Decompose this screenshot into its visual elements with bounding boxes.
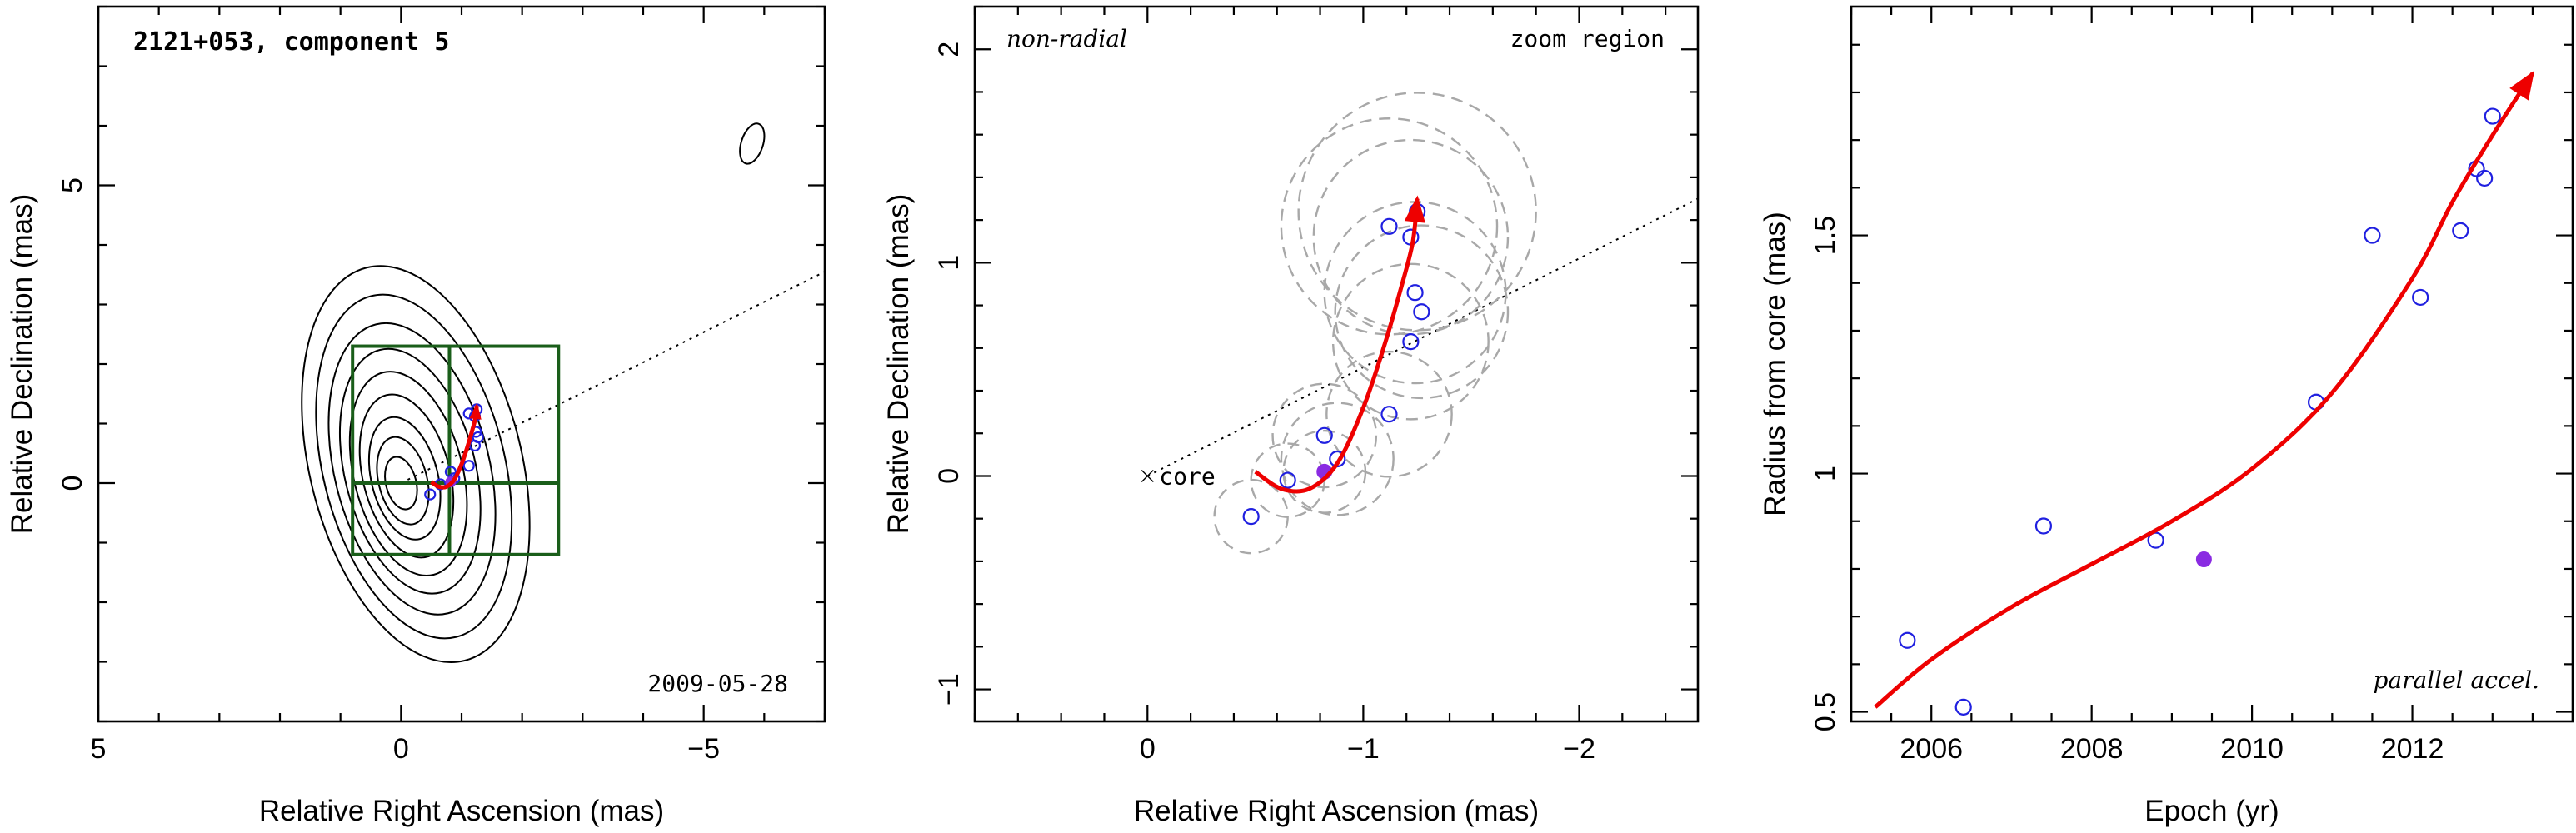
error-circle [1297,92,1537,332]
error-circle [1280,117,1499,336]
contour-level [315,293,513,640]
core-marker [1141,469,1154,482]
data-point [2412,288,2429,307]
y-axis-label: Radius from core (mas) [1759,212,1791,516]
data-point [1315,426,1333,444]
core-label: core [1159,462,1215,490]
y-tick-label: 2 [933,42,965,57]
error-circle [1250,442,1325,518]
y-tick-label: 0 [57,476,88,491]
x-axis-label: Epoch (yr) [2144,795,2279,827]
x-tick-label: 2012 [2381,733,2444,765]
fit-curve [1874,72,2534,709]
data-point [1380,406,1398,423]
y-tick-label: 5 [57,177,88,193]
y-tick-label: −1 [933,673,965,706]
data-point [424,488,437,501]
x-tick-label: −2 [1563,733,1595,765]
contour-level [301,265,531,663]
data-point [1279,471,1296,489]
x-tick-label: −5 [687,733,720,765]
y-axis-label: Relative Declination (mas) [882,194,915,534]
y-tick-label: 1.5 [1810,216,1841,255]
data-point [462,460,475,472]
data-point [2364,227,2381,244]
x-tick-label: 0 [393,733,409,765]
contour-level [739,122,766,165]
x-tick-label: 5 [91,733,107,765]
data-point [2452,222,2469,239]
plot-area [1874,70,2535,716]
fit-arrowhead [1404,195,1425,223]
error-circle [1334,224,1510,400]
error-circle [1271,382,1378,489]
zoom-region-box [351,344,561,556]
error-circle [1331,262,1490,421]
contour-level [367,416,442,541]
data-point [1413,303,1430,321]
panel-radius-epoch: 2006 2008 2010 2012 0.5 1 1.5 Epoch (yr) Radius … [1759,5,2574,827]
y-axis-label: Relative Declination (mas) [6,194,38,534]
error-circle [1312,138,1510,336]
plot-frame [1850,5,2574,723]
fit-arrowhead [2509,70,2535,101]
panel-zoom: core 0 −1 −2 −1 0 1 2 Relative Right Ascension (… [882,5,1700,827]
data-point [1380,217,1398,235]
motion-type-label: non-radial [1006,25,1127,52]
panel-map: 5 0 −5 0 5 Relative Right Ascension (mas) Rela… [6,5,826,827]
y-tick-label: 0 [933,468,965,484]
fit-curve [430,405,479,490]
acceleration-label: parallel accel. [2373,666,2539,694]
plot-frame [973,5,1700,723]
error-circle [1280,402,1395,516]
y-tick-label: 1 [1810,466,1841,481]
x-tick-label: −1 [1347,733,1380,765]
x-tick-label: 2008 [2060,733,2124,765]
data-point [1242,508,1260,526]
error-circle [1325,350,1453,478]
fit-curve [1254,198,1420,494]
plot-area [301,122,825,663]
y-tick-label: 1 [933,255,965,271]
data-point [1406,284,1424,302]
contour-level [338,347,482,595]
x-tick-label: 2006 [1900,733,1963,765]
x-axis-label: Relative Right Ascension (mas) [1134,795,1539,827]
zoom-region-label: zoom region [1510,25,1665,52]
panel-title: 2121+053, component 5 [133,27,449,57]
plot-frame [97,5,826,723]
data-point [2476,169,2494,187]
data-point [2147,531,2164,549]
jet-direction-line [1146,197,1698,477]
contour-level [327,322,497,616]
error-circle [1213,478,1289,555]
y-tick-label: 0.5 [1810,692,1841,731]
data-point [1402,333,1420,351]
data-point [472,431,484,444]
x-axis-label: Relative Right Ascension (mas) [259,795,664,827]
plot-area: core [1141,92,1698,555]
epoch-date-label: 2009-05-28 [647,670,788,697]
data-point [2484,107,2501,125]
contour-level [384,456,418,511]
x-tick-label: 2010 [2220,733,2284,765]
data-point [1954,698,1972,716]
x-tick-label: 0 [1140,733,1156,765]
fit-arrowhead [469,402,482,420]
data-point [1899,631,1916,649]
data-point-filled [2195,551,2212,568]
contour-level [376,436,430,526]
data-point [2034,517,2053,535]
